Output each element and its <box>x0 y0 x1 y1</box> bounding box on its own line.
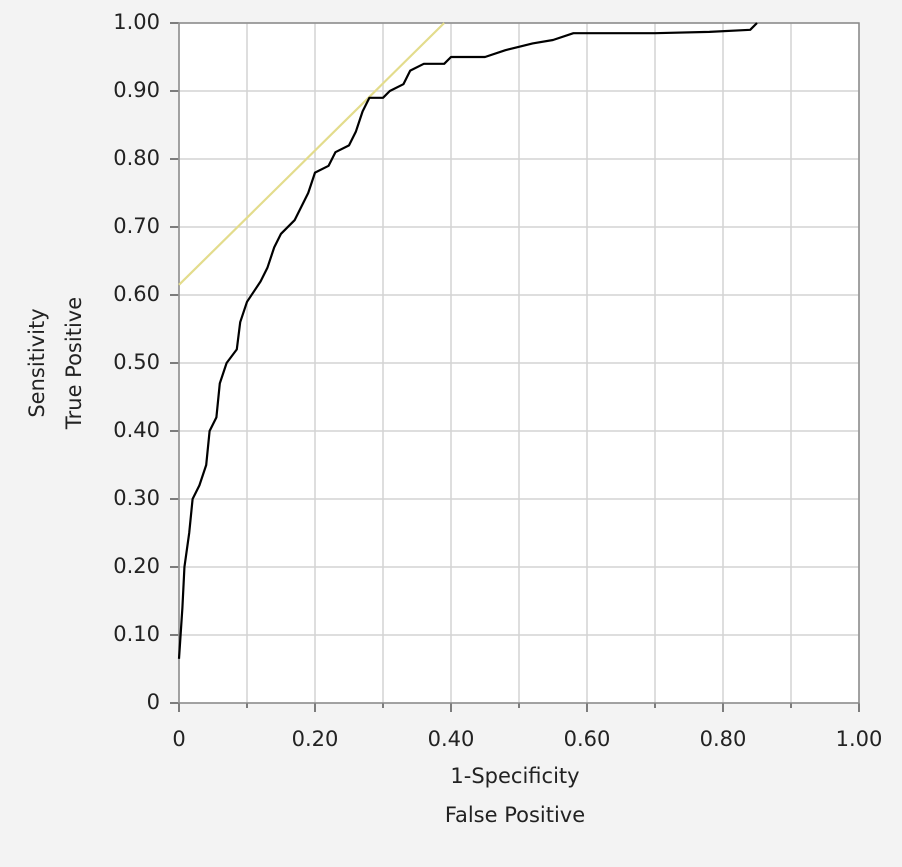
y-tick-label: 1.00 <box>113 10 160 34</box>
x-tick-label: 0.60 <box>564 727 611 751</box>
x-axis-title: 1-Specificity <box>450 764 579 788</box>
plot-border <box>178 22 860 704</box>
y-tick-label: 0.30 <box>113 486 160 510</box>
x-tick-label: 0.40 <box>428 727 475 751</box>
y-tick-label: 0.60 <box>113 282 160 306</box>
line <box>178 22 445 286</box>
y-tick-label: 0.50 <box>113 350 160 374</box>
x-axis-title: False Positive <box>445 803 585 827</box>
y-tick-label: 0.80 <box>113 146 160 170</box>
line <box>177 22 758 659</box>
y-tick-label: 0 <box>147 690 160 714</box>
x-tick-label: 1.00 <box>836 727 883 751</box>
x-tick-label: 0.80 <box>700 727 747 751</box>
y-axis-title: Sensitivity <box>25 308 49 417</box>
x-tick-label: 0 <box>172 727 185 751</box>
x-tick-label: 0.20 <box>292 727 339 751</box>
y-axis-title: True Positive <box>62 297 86 430</box>
y-tick-label: 0.70 <box>113 214 160 238</box>
y-tick-label: 0.90 <box>113 78 160 102</box>
y-tick-label: 0.20 <box>113 554 160 578</box>
y-tick-label: 0.10 <box>113 622 160 646</box>
y-tick-label: 0.40 <box>113 418 160 442</box>
